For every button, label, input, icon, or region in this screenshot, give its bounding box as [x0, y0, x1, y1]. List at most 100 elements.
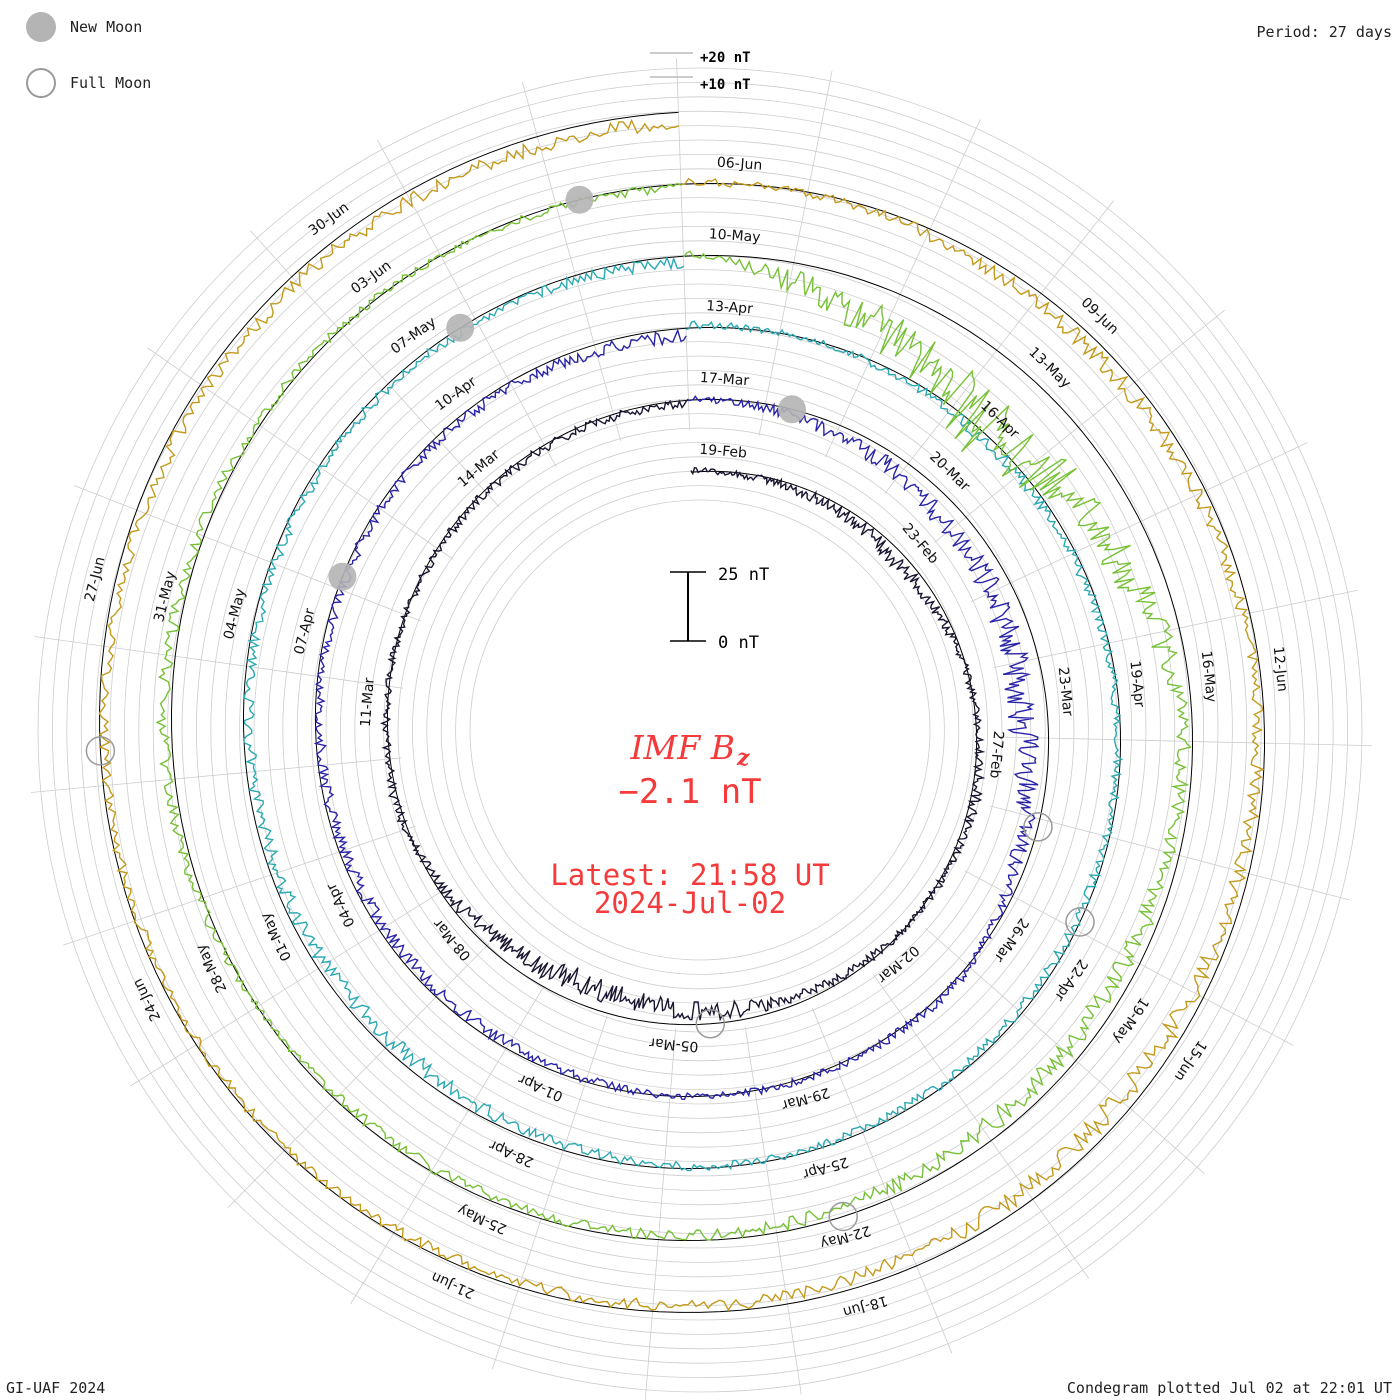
- grid-ring: [311, 341, 1089, 1119]
- grid-ring: [339, 369, 1061, 1091]
- credit-label: GI-UAF 2024: [6, 1379, 106, 1397]
- legend-full-moon: Full Moon: [26, 68, 151, 98]
- grid-spoke: [350, 986, 545, 1305]
- series-rotation-1: [380, 398, 986, 1022]
- series-rotation-2: [313, 328, 1040, 1101]
- grid-ring: [239, 269, 1161, 1191]
- full-moon-marker: [828, 1201, 858, 1232]
- grid-ring: [282, 312, 1118, 1148]
- grid-ring: [80, 110, 1320, 1350]
- date-label: 19-Feb: [699, 442, 748, 462]
- zero-baseline: [99, 111, 1266, 1313]
- grid-ring: [195, 225, 1205, 1235]
- rotation-baselines: [99, 111, 1266, 1313]
- grid-spoke: [63, 825, 416, 946]
- scale-bar-top-label: 25 nT: [718, 565, 769, 585]
- grid-ring: [95, 125, 1305, 1335]
- date-label: 29-Mar: [779, 1084, 831, 1113]
- full-moon-marker: [1023, 812, 1053, 842]
- grid-spoke: [824, 119, 981, 458]
- grid-ring: [426, 456, 974, 1004]
- date-label: 13-Apr: [706, 298, 754, 317]
- quantity-subscript: z: [736, 745, 750, 771]
- series-rotation-4: [155, 182, 1192, 1241]
- date-label: 23-Feb: [899, 520, 942, 567]
- grid-spoke: [129, 888, 446, 1087]
- grid-spoke: [758, 71, 833, 436]
- latest-time: Latest: 21:58 UT: [550, 858, 830, 892]
- date-label: 19-May: [1109, 994, 1151, 1046]
- quantity-main: IMF B: [630, 728, 735, 767]
- date-label: 26-Mar: [990, 915, 1031, 965]
- grid-ring: [253, 283, 1147, 1177]
- outer-scale-label-10: +10 nT: [700, 77, 751, 93]
- date-label: 30-Jun: [306, 200, 352, 240]
- current-value: −2.1 nT: [618, 772, 762, 812]
- grid-spoke: [30, 757, 402, 793]
- grid-spoke: [147, 347, 454, 560]
- date-label: 03-Jun: [348, 258, 394, 298]
- date-label: 28-Apr: [487, 1136, 536, 1170]
- full-moon-marker: [695, 1009, 726, 1039]
- grid-spoke: [884, 200, 1115, 494]
- grid-ring: [354, 384, 1046, 1076]
- grid-spoke: [933, 309, 1225, 543]
- date-label: 31-May: [151, 570, 179, 624]
- new-moon-marker: [446, 313, 475, 342]
- date-label: 20-Mar: [926, 449, 973, 495]
- grid-ring: [37, 67, 1363, 1393]
- grid-spoke: [73, 485, 421, 622]
- new-moon-marker: [778, 395, 806, 424]
- legend-new-moon: New Moon: [26, 12, 142, 42]
- grid-ring: [52, 82, 1348, 1378]
- grid-spoke: [990, 805, 1351, 901]
- grid-spoke: [964, 870, 1294, 1046]
- latest-date: 2024-Jul-02: [593, 886, 787, 920]
- grid-ring: [181, 211, 1219, 1249]
- grid-ring: [325, 355, 1075, 1105]
- full-moon-label: Full Moon: [70, 74, 152, 92]
- grid-spoke: [970, 442, 1308, 602]
- polar-grid: [30, 58, 1372, 1400]
- date-label: 04-May: [221, 587, 249, 641]
- scale-bar-bottom-label: 0 nT: [718, 633, 759, 653]
- full-moon-icon: [26, 68, 56, 98]
- full-moon-marker: [85, 736, 116, 766]
- grid-spoke: [644, 1028, 676, 1400]
- bz-series: [98, 118, 1265, 1312]
- date-label: 05-Mar: [648, 1034, 699, 1054]
- grid-ring: [455, 485, 945, 975]
- new-moon-marker: [328, 562, 357, 591]
- grid-ring: [109, 139, 1291, 1321]
- date-label: 27-Jun: [82, 555, 109, 603]
- new-moon-icon: [26, 12, 56, 42]
- series-rotation-3: [242, 255, 1124, 1172]
- date-label: 13-May: [1025, 344, 1073, 392]
- grid-spoke: [227, 943, 490, 1209]
- moon-markers: [85, 185, 1095, 1232]
- new-moon-marker: [565, 185, 594, 214]
- grid-ring: [124, 154, 1276, 1306]
- grid-spoke: [676, 58, 690, 431]
- date-label: 01-Apr: [516, 1070, 565, 1104]
- grid-ring: [469, 499, 931, 961]
- series-rotation-5: [98, 118, 1265, 1312]
- scale-bar: 25 nT 0 nT: [670, 565, 769, 653]
- outer-scale-label-20: +20 nT: [700, 50, 751, 66]
- new-moon-label: New Moon: [70, 18, 143, 36]
- date-label: 07-Apr: [291, 607, 318, 656]
- grid-spoke: [521, 81, 622, 441]
- grid-ring: [167, 197, 1233, 1263]
- date-label: 11-Mar: [358, 677, 378, 728]
- grid-ring: [66, 96, 1334, 1364]
- date-label: 17-Mar: [699, 370, 750, 389]
- grid-ring: [210, 240, 1190, 1220]
- date-label: 10-May: [708, 226, 761, 246]
- date-label: 27-Feb: [986, 730, 1006, 779]
- full-moon-marker: [1065, 907, 1095, 937]
- date-label: 19-Apr: [1126, 660, 1147, 708]
- grid-ring: [397, 427, 1003, 1033]
- date-label: 10-Apr: [432, 374, 479, 415]
- date-label: 23-Mar: [1055, 666, 1076, 717]
